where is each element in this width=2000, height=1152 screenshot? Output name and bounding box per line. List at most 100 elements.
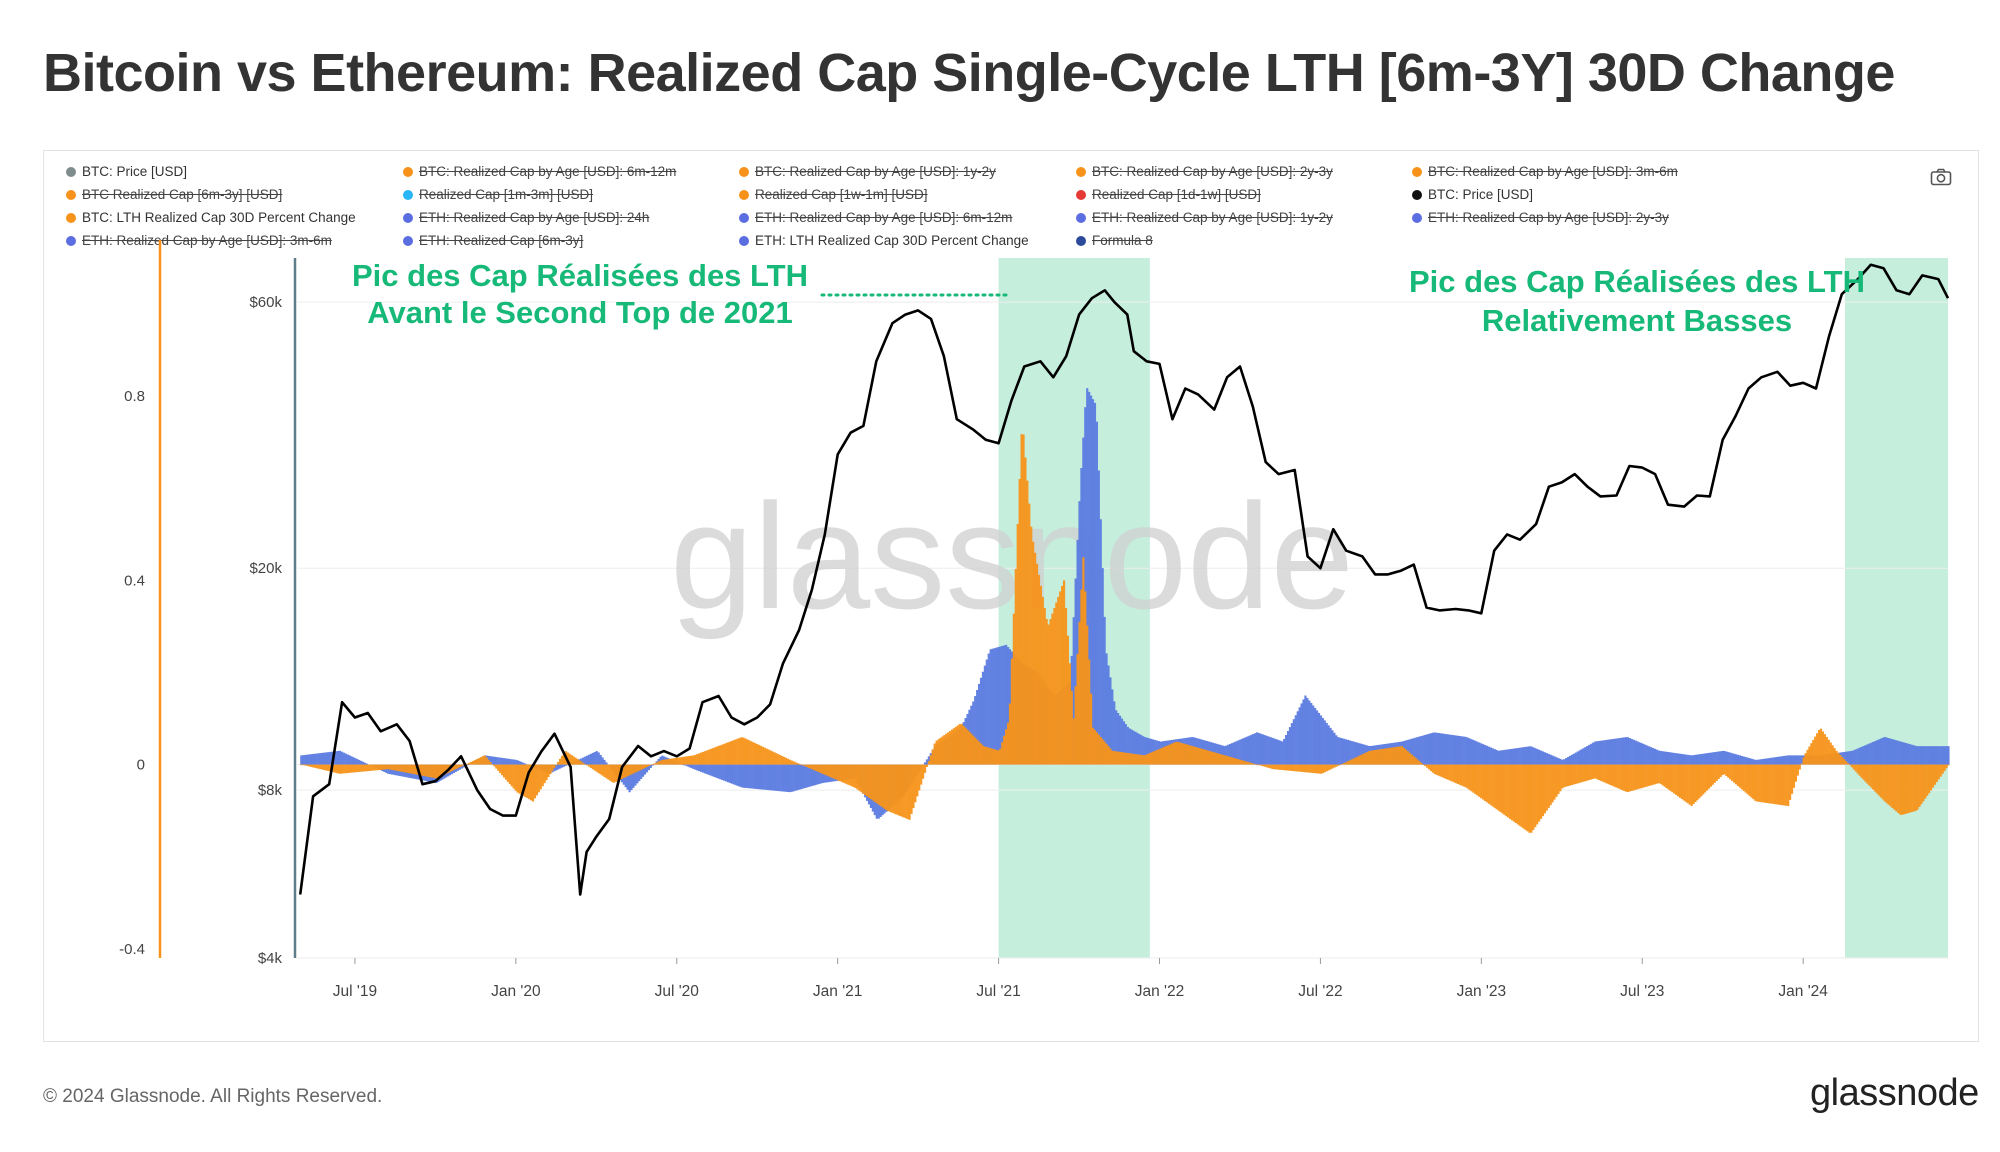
btc-bar [558, 758, 562, 765]
eth-bar [1661, 751, 1664, 765]
btc-bar [1093, 730, 1097, 765]
btc-bar [1615, 764, 1618, 788]
btc-bar [1619, 764, 1622, 790]
eth-bar [1304, 695, 1307, 765]
btc-bar [908, 764, 911, 820]
btc-bar [319, 764, 322, 770]
eth-bar [790, 764, 793, 792]
left-axis-tick-label: -0.4 [119, 941, 145, 958]
eth-bar [1653, 748, 1657, 765]
btc-bar [1456, 764, 1460, 785]
btc-bar [1624, 764, 1628, 792]
btc-bar [1147, 753, 1151, 765]
eth-bar [1621, 737, 1624, 765]
eth-bar [1487, 746, 1490, 765]
btc-bar [867, 764, 871, 798]
eth-bar [806, 764, 809, 788]
legend-item[interactable]: ETH: Realized Cap by Age [USD]: 2y-3y [1412, 210, 1669, 225]
eth-bar [1729, 752, 1732, 765]
legend-item[interactable]: ETH: Realized Cap by Age [USD]: 3m-6m [66, 233, 332, 248]
eth-bar [1677, 753, 1680, 765]
eth-bar [1431, 732, 1434, 765]
legend-item[interactable]: Formula 8 [1076, 233, 1153, 248]
legend-item[interactable]: BTC: Price [USD] [1412, 187, 1533, 202]
btc-bar [421, 764, 425, 776]
legend-item[interactable]: Realized Cap [1w-1m] [USD] [739, 187, 928, 202]
btc-bar [1205, 750, 1209, 765]
btc-bar [1866, 764, 1869, 784]
eth-bar [1429, 733, 1433, 765]
legend-item[interactable]: ETH: Realized Cap [6m-3y] [403, 233, 583, 248]
btc-bar [1756, 764, 1759, 802]
eth-bar [682, 764, 685, 766]
btc-bar [1719, 764, 1722, 778]
btc-bar [1736, 764, 1740, 786]
btc-bar [1188, 745, 1191, 765]
eth-bar [1286, 731, 1290, 765]
btc-bar [869, 764, 873, 800]
eth-bar [1613, 738, 1616, 765]
camera-icon[interactable] [1930, 168, 1952, 186]
eth-bar [338, 750, 342, 765]
btc-bar [921, 764, 925, 779]
eth-bar [1545, 753, 1548, 765]
eth-bar [1462, 736, 1465, 765]
legend-item[interactable]: ETH: Realized Cap by Age [USD]: 1y-2y [1076, 210, 1333, 225]
btc-bar [1758, 764, 1761, 802]
btc-bar [904, 764, 907, 819]
btc-bar [1870, 764, 1873, 788]
btc-bar [1408, 752, 1411, 765]
eth-bar [640, 764, 643, 779]
eth-bar [767, 764, 770, 791]
eth-bar [501, 757, 504, 765]
btc-bar [819, 764, 822, 773]
btc-bar [1389, 747, 1392, 765]
btc-bar [1429, 764, 1433, 772]
legend-item[interactable]: Realized Cap [1d-1w] [USD] [1076, 187, 1261, 202]
legend-item[interactable]: BTC: Realized Cap by Age [USD]: 1y-2y [739, 164, 996, 179]
eth-bar [1308, 700, 1311, 765]
legend-item[interactable]: BTC: Realized Cap by Age [USD]: 6m-12m [403, 164, 676, 179]
btc-bar [1012, 613, 1015, 765]
btc-bar [1441, 764, 1444, 778]
btc-bar [1580, 764, 1583, 783]
eth-bar [348, 755, 351, 765]
legend-item[interactable]: ETH: Realized Cap by Age [USD]: 6m-12m [739, 210, 1012, 225]
btc-bar [1908, 764, 1911, 813]
btc-bar [445, 764, 448, 774]
btc-bar [864, 764, 867, 795]
btc-bar [1879, 764, 1882, 798]
btc-bar [833, 764, 836, 779]
btc-bar [502, 764, 506, 778]
eth-bar [815, 764, 818, 785]
btc-bar [638, 764, 641, 771]
eth-bar [630, 764, 633, 790]
btc-bar [1041, 596, 1044, 765]
btc-bar [439, 764, 442, 777]
eth-bar [1686, 754, 1689, 765]
eth-bar [522, 762, 525, 765]
btc-bar [333, 764, 336, 773]
legend-item[interactable]: ETH: LTH Realized Cap 30D Percent Change [739, 233, 1029, 248]
btc-bar [1128, 753, 1131, 765]
legend-item[interactable]: BTC: Realized Cap by Age [USD]: 3m-6m [1412, 164, 1678, 179]
btc-bar [1570, 764, 1574, 786]
btc-bar [678, 757, 681, 765]
eth-bar [643, 764, 647, 775]
legend-item[interactable]: BTC: Price [USD] [66, 164, 187, 179]
legend-item[interactable]: BTC: LTH Realized Cap 30D Percent Change [66, 210, 356, 225]
legend-item[interactable]: BTC Realized Cap [6m-3y] [USD] [66, 187, 282, 202]
btc-bar [827, 764, 830, 777]
btc-bar [846, 764, 849, 785]
legend-item[interactable]: ETH: Realized Cap by Age [USD]: 24h [403, 210, 649, 225]
btc-bar [1769, 764, 1772, 804]
eth-bar [779, 764, 782, 792]
eth-bar [1445, 734, 1448, 765]
watermark: glassnode [670, 472, 1354, 640]
eth-bar [1005, 644, 1008, 765]
btc-bar [1771, 764, 1774, 804]
btc-bar [1414, 757, 1417, 765]
legend-item[interactable]: BTC: Realized Cap by Age [USD]: 2y-3y [1076, 164, 1333, 179]
btc-bar [586, 764, 589, 766]
legend-item[interactable]: Realized Cap [1m-3m] [USD] [403, 187, 593, 202]
